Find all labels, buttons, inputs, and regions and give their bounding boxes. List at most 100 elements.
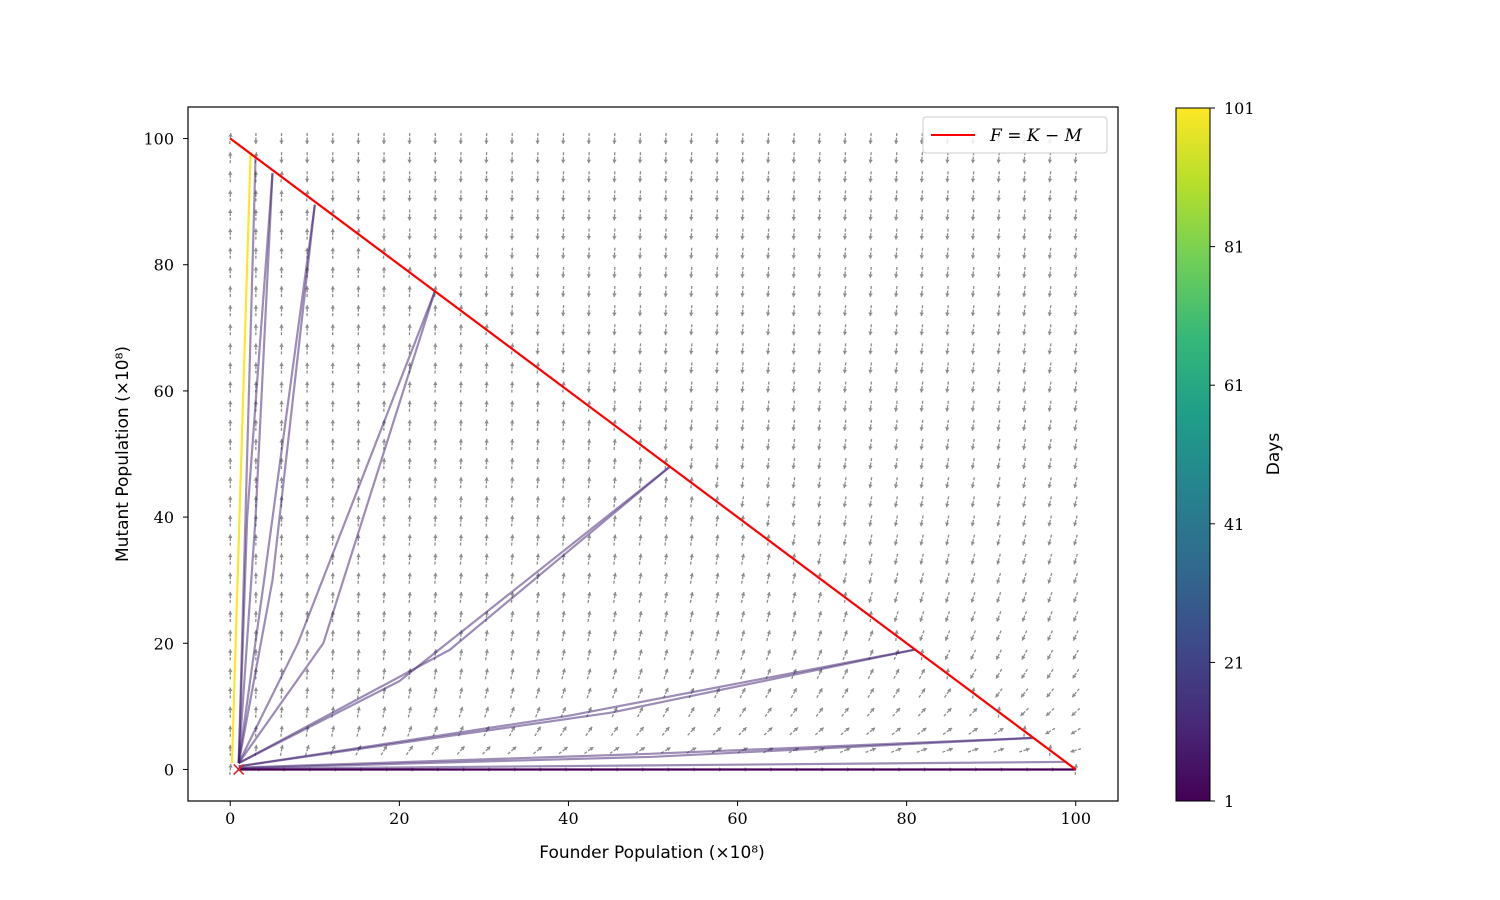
vector-arrowhead bbox=[946, 688, 951, 693]
vector-arrowhead bbox=[791, 484, 796, 489]
vector-arrowhead bbox=[460, 746, 465, 751]
vector-arrowhead bbox=[330, 324, 335, 328]
vector-arrowhead bbox=[995, 693, 1000, 698]
vector-arrowhead bbox=[689, 197, 694, 202]
colorbar-tick-label: 61 bbox=[1224, 376, 1244, 395]
vector-arrowhead bbox=[842, 331, 848, 336]
vector-arrowhead bbox=[612, 649, 618, 654]
vector-arrowhead bbox=[740, 572, 746, 577]
vector-arrowhead bbox=[919, 407, 924, 412]
vector-arrowhead bbox=[637, 236, 643, 240]
vector-arrowhead bbox=[1047, 426, 1052, 431]
vector-arrowhead bbox=[228, 152, 233, 156]
vector-arrowhead bbox=[819, 727, 824, 732]
vector-arrowhead bbox=[433, 477, 438, 481]
vector-arrowhead bbox=[663, 572, 669, 577]
vector-arrowhead bbox=[330, 400, 335, 405]
vector-arrowhead bbox=[407, 343, 412, 347]
vector-arrowhead bbox=[382, 725, 387, 730]
vector-arrowhead bbox=[612, 496, 617, 501]
vector-arrowhead bbox=[586, 419, 592, 424]
vector-arrowhead bbox=[458, 274, 463, 278]
vector-arrowhead bbox=[842, 235, 848, 240]
vector-arrowhead bbox=[714, 446, 720, 450]
vector-arrowhead bbox=[817, 503, 822, 508]
vector-arrowhead bbox=[253, 305, 259, 309]
vector-arrowhead bbox=[663, 293, 668, 297]
vector-arrowhead bbox=[919, 617, 924, 622]
vector-arrowhead bbox=[767, 688, 772, 693]
vector-arrowhead bbox=[407, 687, 413, 692]
vector-arrowhead bbox=[765, 197, 771, 202]
vector-arrowhead bbox=[562, 707, 567, 712]
vector-arrowhead bbox=[510, 572, 515, 577]
vector-arrowhead bbox=[459, 687, 464, 692]
vector-arrowhead bbox=[791, 159, 796, 164]
vector-arrowhead bbox=[330, 515, 336, 519]
vector-arrowhead bbox=[970, 484, 976, 489]
vector-arrowhead bbox=[562, 726, 567, 731]
vector-arrowhead bbox=[846, 747, 851, 752]
vector-arrowhead bbox=[689, 591, 694, 596]
vector-arrowhead bbox=[1046, 711, 1051, 716]
vector-arrowhead bbox=[843, 649, 848, 654]
vector-arrowhead bbox=[817, 312, 822, 317]
vector-arrowhead bbox=[509, 236, 515, 240]
vector-arrowhead bbox=[970, 465, 976, 469]
vector-arrowhead bbox=[1073, 312, 1078, 317]
vector-arrowhead bbox=[509, 159, 515, 164]
vector-arrowhead bbox=[1073, 445, 1078, 450]
colorbar-tick-label: 1 bbox=[1224, 792, 1234, 811]
vector-arrowhead bbox=[356, 458, 361, 462]
vector-arrowhead bbox=[1072, 598, 1078, 603]
vector-arrowhead bbox=[381, 324, 387, 328]
vector-arrowhead bbox=[1047, 484, 1052, 489]
vector-arrowhead bbox=[740, 255, 745, 259]
vector-arrowhead bbox=[817, 465, 822, 470]
vector-arrowhead bbox=[919, 446, 924, 450]
vector-arrowhead bbox=[304, 458, 310, 462]
vector-arrowhead bbox=[919, 522, 924, 527]
vector-arrowhead bbox=[715, 572, 720, 577]
vector-arrowhead bbox=[817, 611, 823, 616]
vector-arrowhead bbox=[509, 274, 515, 278]
vector-arrowhead bbox=[893, 293, 899, 297]
vector-arrowhead bbox=[228, 744, 233, 749]
vector-arrowhead bbox=[253, 572, 259, 577]
vector-arrowhead bbox=[304, 305, 310, 309]
vector-arrowhead bbox=[663, 140, 668, 145]
vector-arrowhead bbox=[842, 388, 848, 393]
vector-arrowhead bbox=[228, 362, 233, 366]
vector-arrowhead bbox=[663, 477, 669, 481]
vector-arrowhead bbox=[945, 293, 950, 297]
vector-arrowhead bbox=[586, 197, 592, 202]
vector-arrowhead bbox=[868, 312, 873, 317]
x-tick-label: 0 bbox=[225, 809, 235, 828]
vector-arrowhead bbox=[535, 630, 541, 635]
vector-arrowhead bbox=[586, 369, 592, 374]
vector-arrowhead bbox=[279, 553, 284, 558]
carrying-capacity-line bbox=[229, 137, 1077, 771]
vector-arrowhead bbox=[868, 560, 873, 565]
vector-arrowhead bbox=[535, 515, 541, 520]
vector-arrowhead bbox=[356, 419, 361, 424]
trajectory-line bbox=[238, 465, 671, 765]
vector-arrowhead bbox=[843, 591, 848, 596]
vector-arrowhead bbox=[381, 477, 387, 481]
vector-arrowhead bbox=[996, 706, 1002, 711]
vector-arrowhead bbox=[996, 312, 1001, 317]
vector-arrowhead bbox=[689, 477, 694, 481]
vector-arrowhead bbox=[996, 331, 1001, 336]
vector-arrowhead bbox=[689, 293, 694, 297]
vector-arrowhead bbox=[1021, 560, 1027, 565]
vector-arrowhead bbox=[817, 274, 822, 278]
vector-arrowhead bbox=[407, 458, 412, 462]
vector-arrowhead bbox=[586, 140, 592, 145]
vector-arrowhead bbox=[432, 197, 438, 202]
vector-arrowhead bbox=[714, 369, 720, 374]
vector-arrowhead bbox=[868, 293, 873, 297]
vector-arrowhead bbox=[484, 324, 489, 328]
vector-arrowhead bbox=[974, 747, 979, 752]
vector-arrowhead bbox=[996, 407, 1001, 412]
vector-arrowhead bbox=[510, 687, 515, 692]
